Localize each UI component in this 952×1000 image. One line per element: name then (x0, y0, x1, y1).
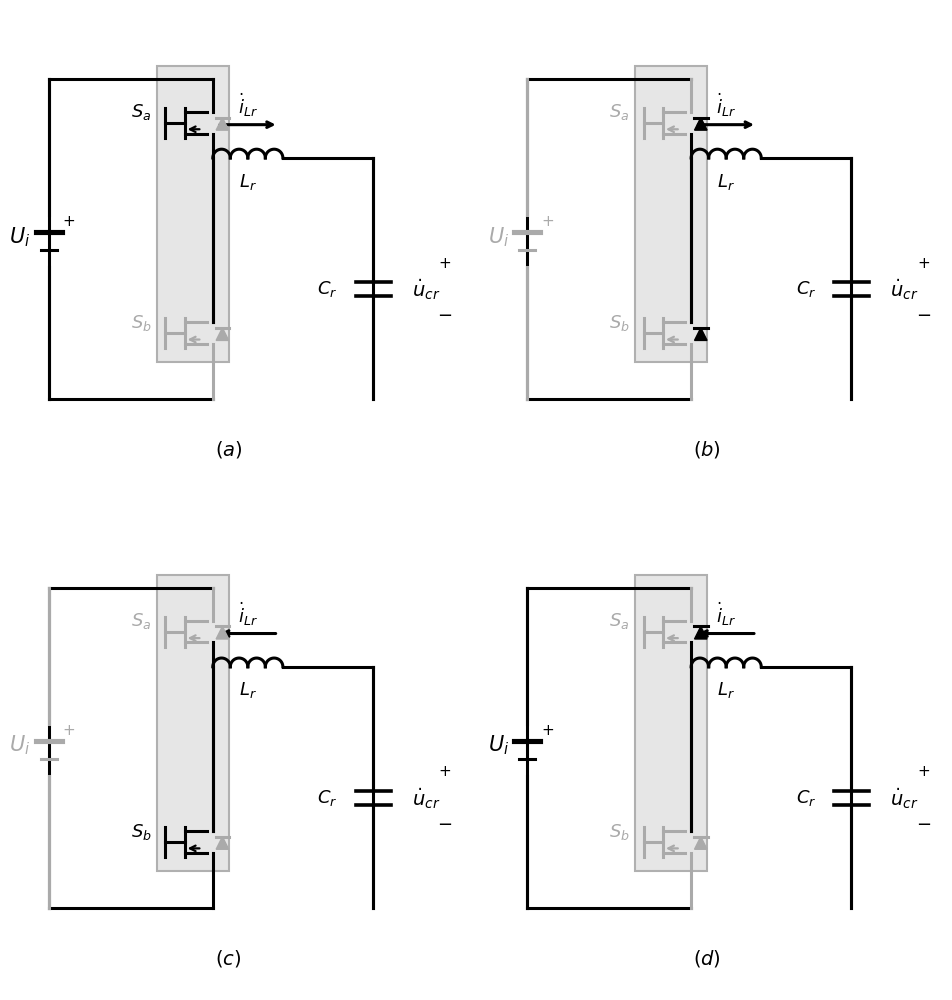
Text: $\dot{i}_{Lr}$: $\dot{i}_{Lr}$ (238, 92, 258, 119)
Text: +: + (541, 214, 553, 229)
Text: $\dot{u}_{cr}$: $\dot{u}_{cr}$ (889, 786, 918, 811)
Text: −: − (437, 816, 452, 834)
Text: +: + (438, 764, 451, 779)
Text: $\dot{u}_{cr}$: $\dot{u}_{cr}$ (411, 786, 440, 811)
Polygon shape (216, 328, 228, 340)
Text: $\dot{u}_{cr}$: $\dot{u}_{cr}$ (889, 277, 918, 302)
Text: +: + (438, 256, 451, 271)
Text: $U_i$: $U_i$ (10, 225, 30, 249)
Text: $S_a$: $S_a$ (608, 102, 629, 122)
Text: $C_r$: $C_r$ (795, 279, 815, 299)
Text: $S_a$: $S_a$ (130, 102, 151, 122)
Text: +: + (541, 723, 553, 738)
Text: −: − (437, 307, 452, 325)
Polygon shape (216, 118, 228, 130)
Text: $(c)$: $(c)$ (215, 948, 242, 969)
Text: $\dot{u}_{cr}$: $\dot{u}_{cr}$ (411, 277, 440, 302)
Text: $C_r$: $C_r$ (317, 279, 337, 299)
Polygon shape (694, 118, 706, 130)
Text: $\dot{i}_{Lr}$: $\dot{i}_{Lr}$ (715, 92, 736, 119)
FancyBboxPatch shape (156, 66, 228, 362)
Text: +: + (916, 256, 929, 271)
Text: +: + (63, 723, 75, 738)
Polygon shape (694, 328, 706, 340)
Text: $\dot{i}_{Lr}$: $\dot{i}_{Lr}$ (715, 601, 736, 628)
Polygon shape (216, 837, 228, 849)
Text: $(d)$: $(d)$ (692, 948, 720, 969)
FancyBboxPatch shape (634, 575, 706, 871)
Polygon shape (216, 626, 228, 639)
Text: −: − (915, 307, 930, 325)
FancyBboxPatch shape (634, 66, 706, 362)
Text: $(a)$: $(a)$ (214, 439, 242, 460)
Text: $U_i$: $U_i$ (10, 734, 30, 757)
Text: $L_r$: $L_r$ (717, 680, 734, 700)
Text: $S_b$: $S_b$ (130, 313, 151, 333)
Text: +: + (916, 764, 929, 779)
Polygon shape (694, 626, 706, 639)
Text: $(b)$: $(b)$ (692, 439, 720, 460)
Text: $U_i$: $U_i$ (487, 225, 508, 249)
Text: $S_a$: $S_a$ (608, 611, 629, 631)
Text: $\dot{i}_{Lr}$: $\dot{i}_{Lr}$ (238, 601, 258, 628)
Text: $S_a$: $S_a$ (130, 611, 151, 631)
Polygon shape (694, 837, 706, 849)
Text: $L_r$: $L_r$ (239, 172, 256, 192)
Text: $L_r$: $L_r$ (717, 172, 734, 192)
Text: $S_b$: $S_b$ (608, 313, 629, 333)
Text: $C_r$: $C_r$ (317, 788, 337, 808)
Text: $U_i$: $U_i$ (487, 734, 508, 757)
Text: $L_r$: $L_r$ (239, 680, 256, 700)
Text: −: − (915, 816, 930, 834)
FancyBboxPatch shape (156, 575, 228, 871)
Text: $C_r$: $C_r$ (795, 788, 815, 808)
Text: $S_b$: $S_b$ (130, 822, 151, 842)
Text: +: + (63, 214, 75, 229)
Text: $S_b$: $S_b$ (608, 822, 629, 842)
